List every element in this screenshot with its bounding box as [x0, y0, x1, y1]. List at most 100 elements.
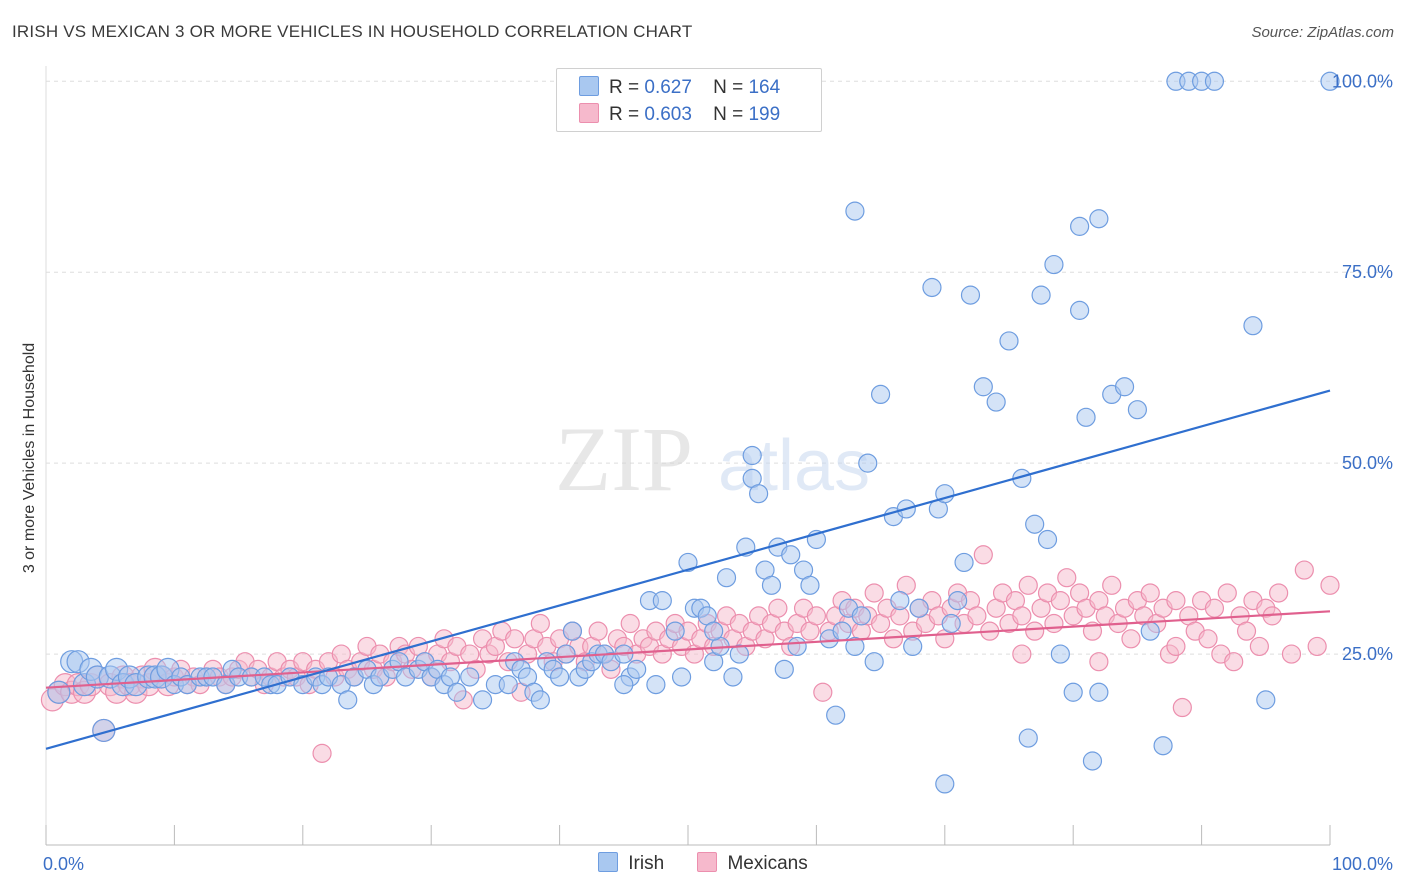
irish-point-136 [1114, 377, 1135, 397]
mexicans-point-195 [1320, 575, 1340, 595]
mexicans-n-label: N = [713, 104, 744, 125]
irish-legend-label: Irish [628, 853, 665, 874]
mexicans-point-191 [1269, 583, 1289, 603]
irish-point-97 [800, 575, 820, 595]
series-irish-points [47, 71, 1340, 794]
mexicans-r-value: 0.603 [644, 104, 692, 125]
mexicans-point-113 [768, 598, 788, 618]
watermark-atlas: atlas [718, 426, 870, 506]
mexicans-point-156 [1044, 613, 1064, 634]
mexicans-point-197 [1089, 652, 1109, 672]
source-label: Source: ZipAtlas.com [1251, 24, 1394, 41]
y-tick-label-1: 50.0% [1342, 453, 1393, 473]
mexicans-point-181 [1204, 598, 1225, 618]
irish-point-91 [761, 575, 782, 595]
mexicans-point-128 [864, 583, 884, 603]
irish-point-126 [1031, 285, 1051, 305]
series-legend: Irish Mexicans [0, 852, 1406, 875]
mexicans-point-145 [973, 545, 993, 565]
watermark-zip: ZIP [555, 408, 693, 510]
irish-point-49 [447, 682, 467, 702]
irish-r-value: 0.627 [644, 77, 692, 98]
irish-point-95 [787, 636, 807, 657]
irish-trend-line [45, 389, 1331, 750]
mexicans-point-171 [1140, 583, 1160, 603]
mexicans-point-193 [1294, 560, 1314, 580]
legend-item-mexicans[interactable]: Mexicans [697, 852, 808, 875]
irish-point-93 [774, 659, 794, 679]
irish-point-138 [1140, 621, 1160, 641]
irish-point-133 [1082, 751, 1103, 771]
mexicans-point-158 [1057, 568, 1077, 588]
mexicans-point-157 [1050, 591, 1070, 611]
mexicans-point-152 [1018, 575, 1038, 595]
irish-point-0 [47, 680, 71, 704]
irish-point-78 [678, 552, 698, 573]
irish-point-128 [1044, 254, 1064, 275]
mexicans-point-76 [530, 613, 550, 634]
mexicans-n-value: 199 [748, 104, 781, 125]
mexicans-point-165 [1102, 575, 1122, 595]
mexicans-point-119 [806, 606, 827, 626]
chart-title: IRISH VS MEXICAN 3 OR MORE VEHICLES IN H… [12, 22, 693, 41]
irish-point-147 [1070, 216, 1090, 236]
irish-point-137 [1127, 400, 1148, 420]
irish-point-139 [1153, 736, 1173, 756]
mexicans-point-85 [588, 621, 608, 641]
mexicans-point-188 [1249, 636, 1269, 657]
mexicans-swatch [579, 103, 599, 123]
irish-point-121 [986, 392, 1006, 412]
irish-point-58 [530, 690, 550, 710]
legend-item-irish[interactable]: Irish [598, 852, 664, 875]
irish-point-134 [1089, 682, 1109, 702]
irish-point-94 [781, 545, 801, 565]
mexicans-point-72 [505, 629, 525, 649]
x-tick-label-1: 100.0% [1332, 854, 1393, 874]
mexicans-point-120 [813, 682, 833, 702]
irish-point-120 [973, 377, 993, 397]
mexicans-point-153 [1025, 621, 1045, 641]
mexicans-point-180 [1198, 629, 1218, 649]
irish-point-132 [1076, 407, 1096, 427]
irish-point-125 [1025, 514, 1045, 534]
irish-point-145 [1256, 690, 1276, 710]
irish-point-100 [826, 705, 846, 725]
irish-point-111 [903, 636, 923, 657]
irish-point-127 [1037, 529, 1058, 550]
mexicans-r-label: R = [609, 104, 640, 125]
mexicans-point-176 [1172, 697, 1192, 718]
stats-row-mexicans: R = 0.603 N = 199 [579, 103, 780, 125]
y-tick-label-0: 25.0% [1342, 644, 1393, 664]
mexicans-point-198 [1166, 636, 1186, 657]
mexicans-legend-swatch [697, 852, 718, 872]
stats-row-irish: R = 0.627 N = 164 [579, 76, 780, 98]
mexicans-point-90 [620, 613, 640, 634]
irish-point-106 [864, 652, 884, 672]
irish-point-130 [1063, 682, 1083, 702]
irish-point-107 [870, 384, 891, 405]
irish-legend-swatch [598, 852, 619, 872]
irish-point-152 [614, 675, 634, 695]
irish-point-74 [646, 675, 666, 695]
irish-point-103 [845, 636, 865, 657]
mexicans-point-183 [1217, 583, 1237, 603]
irish-point-148 [1089, 209, 1109, 229]
tick-labels: 25.0% 50.0% 75.0% 100.0% 0.0% 100.0% [43, 71, 1393, 874]
stats-legend: R = 0.627 N = 164 R = 0.603 N = 199 [556, 68, 822, 132]
irish-point-104 [851, 606, 871, 626]
mexicans-point-194 [1307, 636, 1327, 657]
y-tick-label-2: 75.0% [1342, 262, 1393, 282]
mexicans-point-131 [883, 629, 904, 649]
irish-point-122 [999, 331, 1019, 351]
irish-point-63 [562, 621, 583, 641]
mexicans-point-168 [1121, 629, 1141, 649]
irish-point-151 [742, 445, 762, 466]
irish-point-109 [890, 591, 910, 611]
irish-r-label: R = [609, 77, 640, 98]
mexicans-point-42 [312, 743, 332, 763]
irish-n-value: 164 [748, 77, 781, 98]
irish-point-89 [749, 484, 769, 504]
irish-point-84 [716, 568, 737, 588]
irish-point-113 [922, 277, 942, 298]
